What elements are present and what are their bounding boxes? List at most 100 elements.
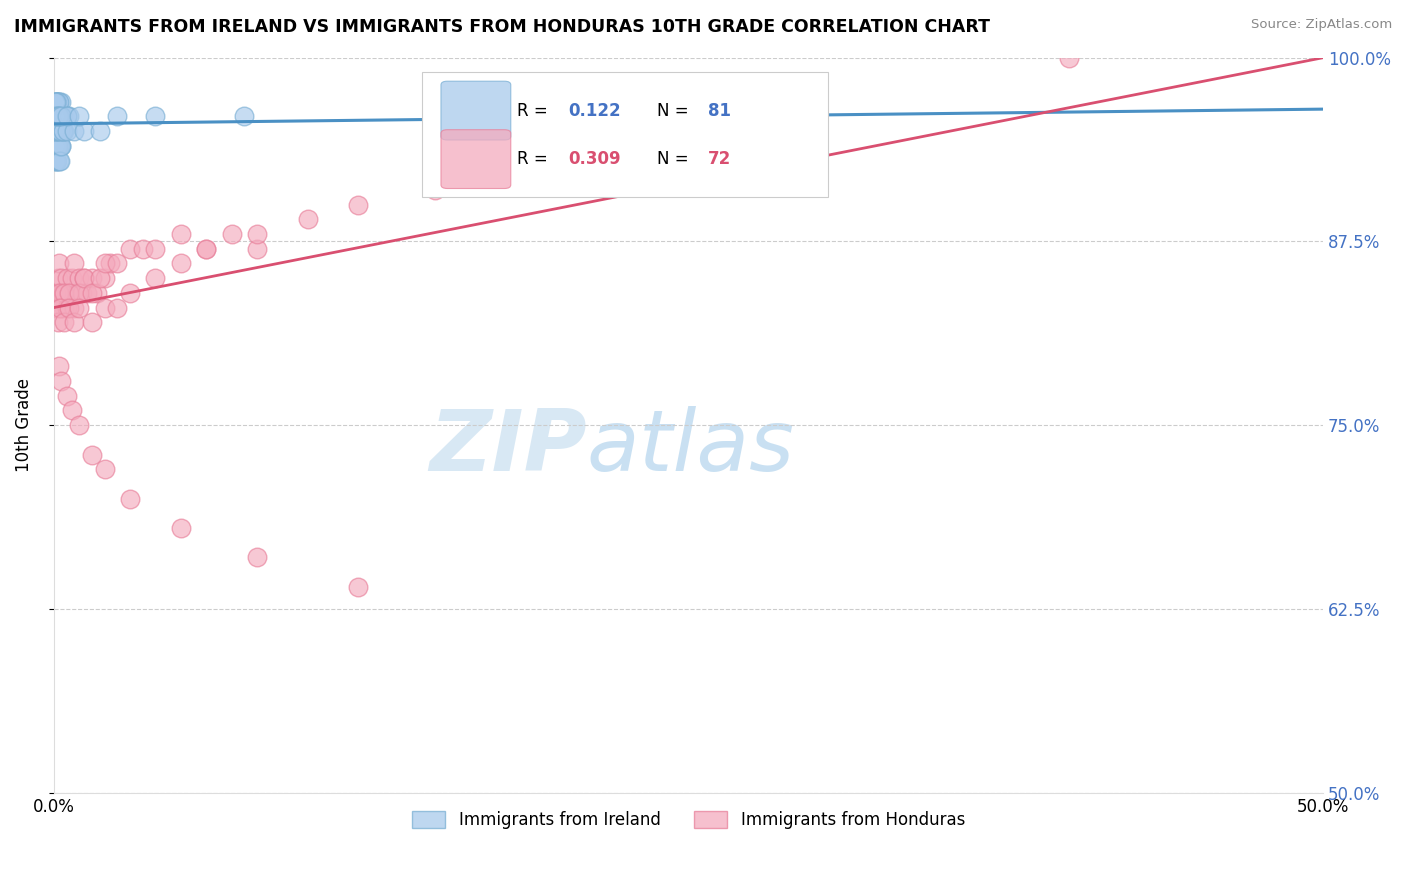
Point [55, 389, 77, 403]
Point [58, 301, 80, 315]
Point [170, 256, 193, 270]
Point [44, 95, 66, 109]
Point [52, 110, 75, 124]
Point [67, 271, 90, 285]
Point [63, 301, 86, 315]
Point [48, 110, 70, 124]
Point [347, 197, 370, 211]
Text: R =: R = [517, 150, 553, 168]
Point [44, 153, 66, 168]
Point [46, 153, 69, 168]
Point [246, 550, 269, 565]
Point [48, 139, 70, 153]
Point [44, 139, 66, 153]
FancyBboxPatch shape [422, 72, 828, 197]
Point [44, 124, 66, 138]
Point [63, 256, 86, 270]
Point [52, 124, 75, 138]
Y-axis label: 10th Grade: 10th Grade [15, 378, 32, 472]
Point [45, 110, 67, 124]
Point [44, 110, 66, 124]
Point [46, 139, 69, 153]
Point [49, 124, 72, 138]
Point [67, 418, 90, 433]
Point [550, 153, 572, 168]
Point [118, 285, 141, 300]
Point [60, 403, 83, 417]
Point [55, 271, 77, 285]
Point [48, 110, 70, 124]
Point [45, 95, 67, 109]
Point [45, 139, 67, 153]
Point [105, 110, 128, 124]
Point [48, 95, 70, 109]
Point [45, 124, 67, 138]
Point [67, 301, 90, 315]
Text: atlas: atlas [586, 406, 794, 489]
Point [70, 285, 93, 300]
Point [51, 110, 73, 124]
Point [48, 124, 70, 138]
Point [49, 110, 72, 124]
Point [45, 110, 67, 124]
Point [45, 110, 67, 124]
Point [49, 301, 72, 315]
Point [347, 580, 370, 594]
Point [678, 124, 700, 138]
Text: N =: N = [657, 150, 693, 168]
Point [93, 301, 115, 315]
Point [67, 110, 90, 124]
Point [45, 124, 67, 138]
Point [46, 110, 69, 124]
Point [49, 110, 72, 124]
Point [804, 95, 827, 109]
Text: IMMIGRANTS FROM IRELAND VS IMMIGRANTS FROM HONDURAS 10TH GRADE CORRELATION CHART: IMMIGRANTS FROM IRELAND VS IMMIGRANTS FR… [14, 18, 990, 36]
Point [44, 124, 66, 138]
Text: R =: R = [517, 102, 553, 120]
Point [46, 124, 69, 138]
Text: 72: 72 [707, 150, 731, 168]
Point [55, 110, 77, 124]
Point [73, 271, 96, 285]
Point [48, 285, 70, 300]
Point [46, 110, 69, 124]
Point [80, 271, 103, 285]
Point [48, 110, 70, 124]
Point [51, 374, 73, 388]
Point [55, 110, 77, 124]
Text: 0.309: 0.309 [568, 150, 620, 168]
Point [51, 139, 73, 153]
Point [246, 242, 269, 256]
Point [105, 301, 128, 315]
Point [48, 153, 70, 168]
Point [170, 521, 193, 535]
Text: 81: 81 [707, 102, 731, 120]
Point [51, 124, 73, 138]
Point [73, 271, 96, 285]
Point [45, 110, 67, 124]
Point [80, 315, 103, 329]
Point [67, 285, 90, 300]
Point [73, 124, 96, 138]
Point [46, 110, 69, 124]
Point [55, 124, 77, 138]
Point [45, 95, 67, 109]
Point [195, 242, 218, 256]
Point [44, 139, 66, 153]
Point [45, 153, 67, 168]
Point [58, 285, 80, 300]
Point [48, 95, 70, 109]
Point [89, 271, 111, 285]
Point [49, 95, 72, 109]
Text: 0.122: 0.122 [568, 102, 620, 120]
Point [45, 124, 67, 138]
Point [49, 153, 72, 168]
Point [46, 315, 69, 329]
Point [60, 271, 83, 285]
Point [53, 285, 76, 300]
Point [53, 315, 76, 329]
Point [93, 462, 115, 476]
Point [297, 212, 319, 227]
Point [58, 285, 80, 300]
Text: N =: N = [657, 102, 693, 120]
